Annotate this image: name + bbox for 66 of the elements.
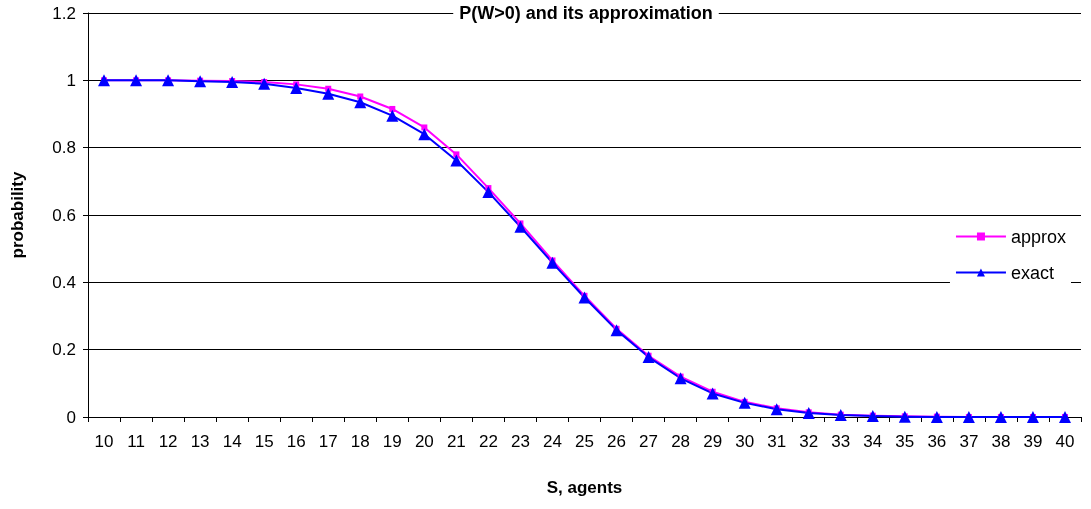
y-tick-label: 1.2 [52, 3, 76, 23]
point [418, 128, 431, 141]
x-tick-label: 34 [863, 432, 883, 451]
x-tick-label: 31 [767, 432, 787, 451]
point [389, 105, 396, 112]
x-tick-label: 13 [190, 432, 210, 451]
point [770, 403, 783, 416]
point [258, 77, 271, 90]
point [226, 76, 239, 89]
x-tick-label: 32 [799, 432, 819, 451]
point [290, 82, 303, 95]
x-tick-label: 19 [382, 432, 402, 451]
x-tick-label: 20 [414, 432, 434, 451]
x-axis-title: S, agents [546, 478, 623, 497]
x-tick-label: 28 [671, 432, 691, 451]
x-tick-label: 37 [959, 432, 979, 451]
chart-title: P(W>0) and its approximation [459, 3, 713, 23]
x-tick-label: 27 [639, 432, 659, 451]
x-tick-label: 23 [510, 432, 530, 451]
x-tick-label: 26 [607, 432, 626, 451]
x-tick-label: 36 [927, 432, 947, 451]
x-tick-label: 39 [1023, 432, 1043, 451]
point [194, 75, 207, 88]
point [482, 186, 495, 199]
y-tick-label: 0.6 [52, 205, 76, 225]
legend-label: approx [1010, 226, 1067, 247]
x-tick-label: 16 [286, 432, 306, 451]
y-axis-title: probability [8, 171, 27, 259]
x-tick-label: 11 [127, 432, 145, 451]
y-tick-label: 1 [66, 70, 76, 90]
x-tick-label: 25 [575, 432, 594, 451]
x-tick-label: 21 [446, 432, 466, 451]
x-tick-label: 29 [703, 432, 723, 451]
x-tick-label: 10 [94, 432, 114, 451]
x-tick-label: 15 [254, 432, 274, 451]
point [642, 351, 655, 364]
point [738, 396, 751, 409]
point [421, 124, 428, 131]
legend-label: exact [1010, 262, 1054, 283]
x-tick-label: 35 [895, 432, 915, 451]
point [450, 154, 463, 167]
point [354, 96, 367, 109]
point [357, 93, 364, 100]
x-tick-label: 14 [222, 432, 242, 451]
x-tick-label: 30 [735, 432, 755, 451]
y-tick-label: 0.2 [52, 340, 76, 360]
point [386, 109, 399, 122]
x-tick-label: 12 [158, 432, 178, 451]
x-tick-label: 40 [1055, 432, 1075, 451]
y-tick-label: 0.4 [52, 272, 76, 292]
y-tick-label: 0 [66, 407, 76, 427]
x-tick-label: 33 [831, 432, 851, 451]
y-tick-label: 0.8 [52, 138, 76, 158]
point [610, 324, 623, 337]
x-tick-label: 22 [478, 432, 498, 451]
x-tick-label: 38 [991, 432, 1011, 451]
point [578, 291, 591, 304]
point [546, 256, 559, 269]
point [706, 387, 719, 400]
point [322, 87, 335, 100]
x-tick-label: 24 [543, 432, 562, 451]
point [514, 220, 527, 233]
point [674, 372, 687, 385]
x-tick-label: 17 [318, 432, 338, 451]
x-tick-label: 18 [350, 432, 370, 451]
point [453, 151, 460, 158]
